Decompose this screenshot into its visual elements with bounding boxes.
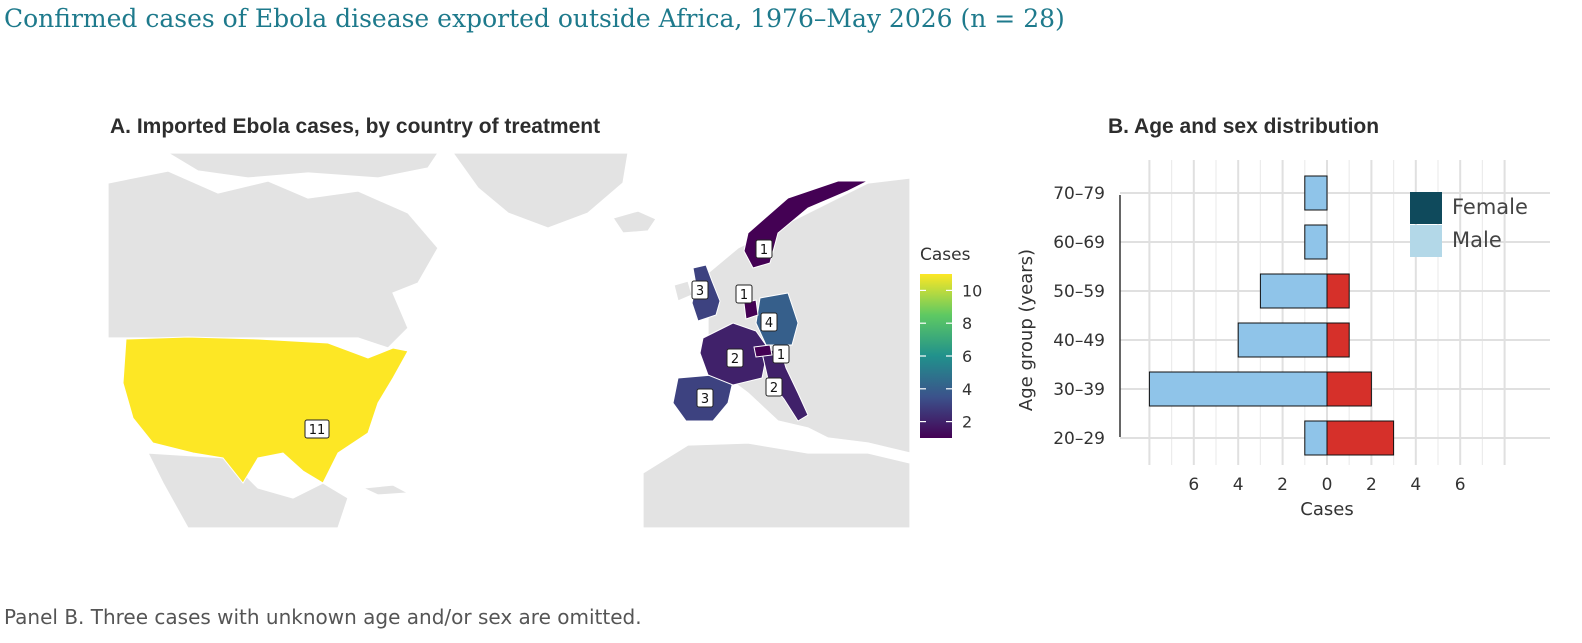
legend-tick-label: 4: [962, 380, 972, 399]
bar-male: [1304, 175, 1328, 211]
map-label: 2: [726, 348, 744, 368]
bar-male: [1148, 371, 1328, 407]
region-switzerland: [753, 344, 773, 358]
panel-a-title: A. Imported Ebola cases, by country of t…: [110, 115, 601, 138]
figure-title: Confirmed cases of Ebola disease exporte…: [4, 4, 1065, 33]
bars: [1148, 175, 1395, 456]
y-axis-label: Age group (years): [1016, 249, 1037, 411]
background-land: [108, 153, 910, 528]
map-label-value: 1: [777, 348, 785, 363]
region-norway: [743, 180, 869, 269]
y-tick-labels: 20–29 30–39 40–49 50–59 60–69 70–79: [1053, 184, 1105, 449]
y-tick-label: 70–79: [1053, 184, 1105, 204]
y-tick-label: 20–29: [1053, 429, 1105, 449]
map-label: 3: [696, 388, 714, 408]
y-tick-label: 40–49: [1053, 331, 1105, 351]
map-label-value: 2: [770, 381, 778, 396]
bar-male: [1304, 224, 1328, 260]
arctic-islands-land: [166, 153, 439, 179]
x-tick-label: 4: [1410, 475, 1421, 495]
x-axis-label: Cases: [1300, 499, 1353, 520]
bar-female: [1326, 420, 1395, 456]
greenland-land: [452, 153, 629, 229]
map-label-value: 1: [740, 288, 748, 303]
footnote: Panel B. Three cases with unknown age an…: [4, 605, 642, 629]
legend-tick-label: 6: [962, 347, 972, 366]
panel-b-title: B. Age and sex distribution: [1108, 115, 1380, 138]
bar-male: [1259, 273, 1328, 309]
bar-female: [1326, 322, 1350, 358]
africa-land: [642, 442, 910, 528]
legend-swatch-male: [1410, 225, 1442, 257]
age-sex-pyramid: 20–29 30–39 40–49 50–59 60–69 70–79 6 4 2 0 2 4 6 C…: [1016, 160, 1550, 520]
caribbean-land: [360, 484, 411, 496]
x-tick-label: 6: [1455, 475, 1466, 495]
y-tick-label: 60–69: [1053, 233, 1105, 253]
y-tick-label: 30–39: [1053, 380, 1105, 400]
map-label-value: 3: [696, 284, 704, 299]
region-united-states: [122, 336, 409, 484]
x-tick-label: 6: [1188, 475, 1199, 495]
x-tick-label: 4: [1233, 475, 1244, 495]
iceland-land: [612, 210, 657, 234]
bar-female: [1326, 371, 1372, 407]
x-tick-label: 2: [1277, 475, 1288, 495]
x-tick-labels: 6 4 2 0 2 4 6: [1188, 475, 1465, 495]
canada-land: [108, 170, 439, 349]
bar-female: [1326, 273, 1350, 309]
map-label: 1: [735, 284, 753, 304]
legend-title: Cases: [920, 245, 971, 265]
legend-tick-label: 10: [962, 281, 982, 300]
legend-swatch-female: [1410, 192, 1442, 224]
map-label-value: 4: [765, 316, 773, 331]
map-label: 3: [691, 280, 709, 300]
bar-male: [1304, 420, 1328, 456]
x-tick-label: 2: [1366, 475, 1377, 495]
map-label: 1: [755, 239, 773, 259]
map-label: 2: [765, 377, 783, 397]
legend-label-male: Male: [1452, 228, 1502, 252]
bar-male: [1237, 322, 1328, 358]
map-label: 11: [304, 419, 330, 439]
map-label: 1: [772, 344, 790, 364]
map-label-value: 3: [701, 392, 709, 407]
color-legend: Cases 2 4 6 8 10: [920, 245, 982, 438]
map-label-value: 1: [760, 243, 768, 258]
x-tick-label: 0: [1322, 475, 1333, 495]
legend-ticks: 2 4 6 8 10: [920, 281, 982, 432]
legend-label-female: Female: [1452, 195, 1528, 219]
map-label-value: 11: [309, 423, 326, 438]
legend-tick-label: 2: [962, 413, 972, 432]
map-label-value: 2: [731, 352, 739, 367]
grid: [1120, 160, 1550, 465]
map-label: 4: [760, 312, 778, 332]
legend-tick-label: 8: [962, 314, 972, 333]
y-tick-label: 50–59: [1053, 282, 1105, 302]
legend: Female Male: [1410, 192, 1528, 257]
